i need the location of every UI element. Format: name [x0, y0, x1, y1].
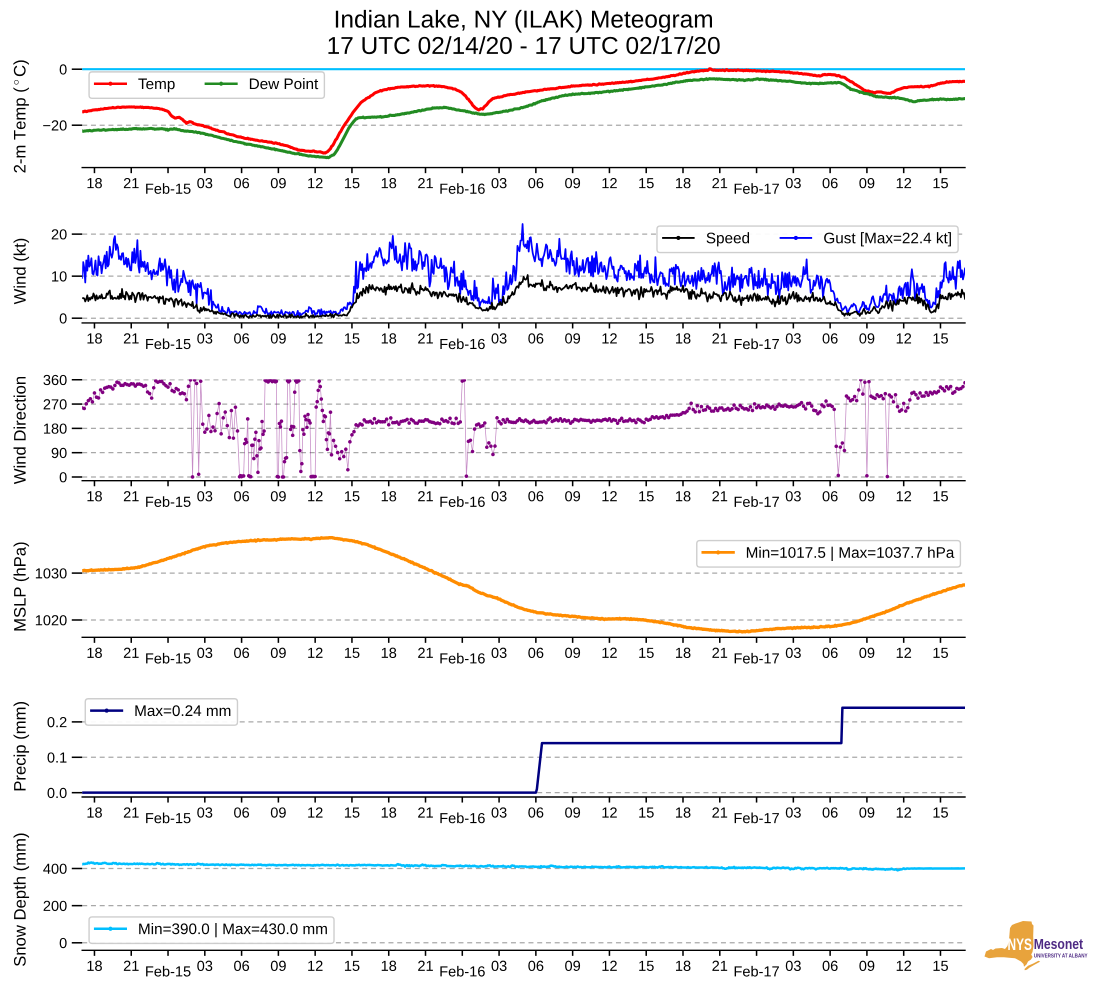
svg-text:NYS: NYS — [1007, 936, 1032, 955]
svg-text:UNIVERSITY AT ALBANY: UNIVERSITY AT ALBANY — [1034, 953, 1088, 960]
svg-text:Mesonet: Mesonet — [1034, 936, 1084, 952]
